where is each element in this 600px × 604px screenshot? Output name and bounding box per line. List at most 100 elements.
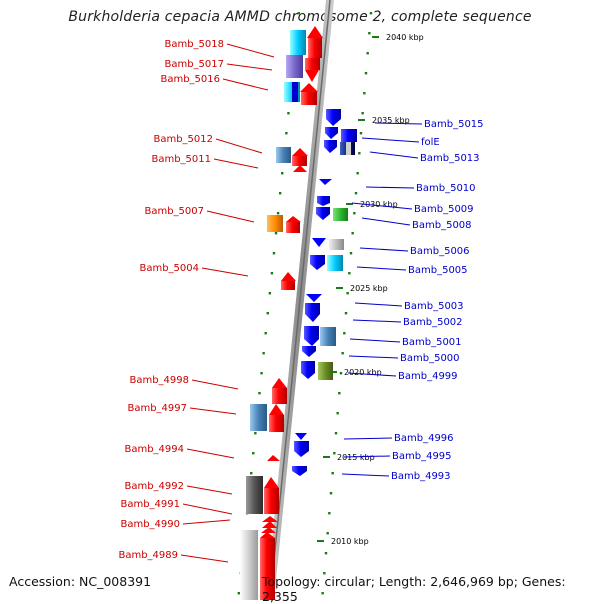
label-leader — [352, 319, 402, 323]
gene-arrow-4999 — [301, 361, 315, 379]
tick-dot — [285, 132, 288, 135]
gene-arrow-5009 — [317, 196, 330, 206]
label-leader — [201, 267, 249, 277]
cog-box-4997 — [250, 404, 267, 431]
gene-arrow-5011 — [293, 165, 307, 172]
label-leader — [186, 485, 233, 495]
gene-label-left[interactable]: Bamb_5016 — [160, 74, 220, 85]
gene-arrow-5012 — [292, 156, 307, 166]
gene-label-right[interactable]: folE — [421, 137, 440, 148]
gene-label-left[interactable]: Bamb_4992 — [124, 481, 184, 492]
tick-dot — [270, 272, 274, 275]
gene-label-right[interactable]: Bamb_5001 — [402, 337, 462, 348]
gene-arrow-5000 — [302, 346, 316, 357]
gene-label-left[interactable]: Bamb_5011 — [151, 154, 211, 165]
tick-dot — [331, 472, 334, 475]
tick-dot — [297, 12, 300, 15]
tick-dot — [348, 272, 351, 275]
gene-label-left[interactable]: Bamb_4994 — [124, 444, 184, 455]
gene-arrow-4992 — [264, 488, 279, 514]
gene-arrow-4992b — [264, 477, 279, 488]
gene-label-right[interactable]: Bamb_5009 — [414, 204, 474, 215]
backbone-line — [269, 0, 331, 600]
label-leader — [182, 519, 231, 525]
gene-arrow-fole — [324, 140, 337, 153]
cog-box-4999 — [318, 362, 333, 380]
label-leader — [226, 43, 275, 58]
gene-arrow-5004b — [281, 272, 296, 281]
gene-label-right[interactable]: Bamb_4995 — [392, 451, 452, 462]
gene-label-left[interactable]: Bamb_5018 — [164, 39, 224, 50]
label-leader — [186, 448, 235, 459]
gene-label-right[interactable]: Bamb_5008 — [412, 220, 472, 231]
gene-label-right[interactable]: Bamb_4993 — [391, 471, 451, 482]
tick-dot — [344, 312, 348, 315]
cog-box-4989 — [240, 530, 258, 600]
label-leader — [341, 473, 390, 477]
gene-label-right[interactable]: Bamb_5005 — [408, 265, 468, 276]
label-leader — [213, 158, 259, 169]
gene-label-right[interactable]: Bamb_4999 — [398, 371, 458, 382]
label-leader — [348, 355, 399, 359]
tick-dot — [328, 512, 331, 515]
gene-arrow-5016b — [300, 83, 318, 92]
gene-label-left[interactable]: Bamb_4991 — [120, 499, 180, 510]
gene-arrow-4996 — [295, 433, 307, 440]
gene-label-right[interactable]: Bamb_5013 — [420, 153, 480, 164]
label-leader — [180, 554, 229, 563]
tick-dot — [254, 432, 257, 435]
gene-arrow-5015b — [325, 127, 338, 139]
cog-box-5012 — [276, 147, 291, 163]
label-leader — [182, 503, 233, 515]
tick-dot — [333, 452, 336, 455]
gene-arrow-5007b — [286, 216, 301, 222]
cog-box-5007 — [267, 215, 283, 232]
gene-label-left[interactable]: Bamb_4998 — [129, 375, 189, 386]
kbp-label: 2015 kbp — [337, 453, 375, 462]
gene-label-right[interactable]: Bamb_4996 — [394, 433, 454, 444]
tick-dot — [324, 552, 328, 555]
gene-label-right[interactable]: Bamb_5000 — [400, 353, 460, 364]
tick-dot — [321, 592, 324, 595]
gene-label-left[interactable]: Bamb_4990 — [120, 519, 180, 530]
gene-label-left[interactable]: Bamb_5007 — [144, 206, 204, 217]
tick-dot — [266, 312, 269, 315]
gene-label-right[interactable]: Bamb_5003 — [404, 301, 464, 312]
gene-arrow-4991 — [262, 516, 278, 522]
gene-arrow-5002 — [305, 303, 320, 322]
label-leader — [222, 78, 269, 91]
gene-label-right[interactable]: Bamb_5015 — [424, 119, 484, 130]
gene-label-left[interactable]: Bamb_5004 — [139, 263, 199, 274]
gene-arrow-4997b — [269, 404, 284, 415]
gene-arrow-4989 — [260, 538, 275, 600]
gene-arrow-5012b — [292, 148, 308, 156]
label-leader — [361, 217, 411, 226]
cog-box-5016b — [292, 82, 298, 102]
gene-label-left[interactable]: Bamb_4997 — [127, 403, 187, 414]
tick-dot — [258, 392, 261, 395]
tick-dot — [264, 332, 267, 335]
cog-box-5017 — [286, 55, 303, 78]
tick-dot — [339, 372, 343, 375]
cog-box-5001 — [320, 327, 336, 346]
gene-label-left[interactable]: Bamb_5012 — [153, 134, 213, 145]
gene-label-left[interactable]: Bamb_4989 — [118, 550, 178, 561]
gene-label-left[interactable]: Bamb_5017 — [164, 59, 224, 70]
tick-dot — [361, 112, 364, 115]
tick-dot — [349, 252, 353, 255]
label-leader — [359, 247, 409, 252]
gene-arrow-4990b — [261, 527, 276, 533]
right-gene-labels: Bamb_5015 folE Bamb_5013 Bamb_5010 Bamb_5009… — [391, 119, 484, 482]
tick-dot — [334, 432, 338, 435]
gene-arrow-5008 — [316, 207, 330, 220]
gene-label-right[interactable]: Bamb_5002 — [403, 317, 463, 328]
tick-dot — [326, 532, 329, 535]
kbp-label: 2025 kbp — [350, 284, 388, 293]
gene-label-right[interactable]: Bamb_5010 — [416, 183, 476, 194]
gene-label-right[interactable]: Bamb_5006 — [410, 246, 470, 257]
label-leader — [365, 186, 415, 189]
tick-dot — [262, 352, 265, 355]
gene-arrow-5006 — [312, 238, 326, 247]
label-leader — [343, 455, 391, 458]
